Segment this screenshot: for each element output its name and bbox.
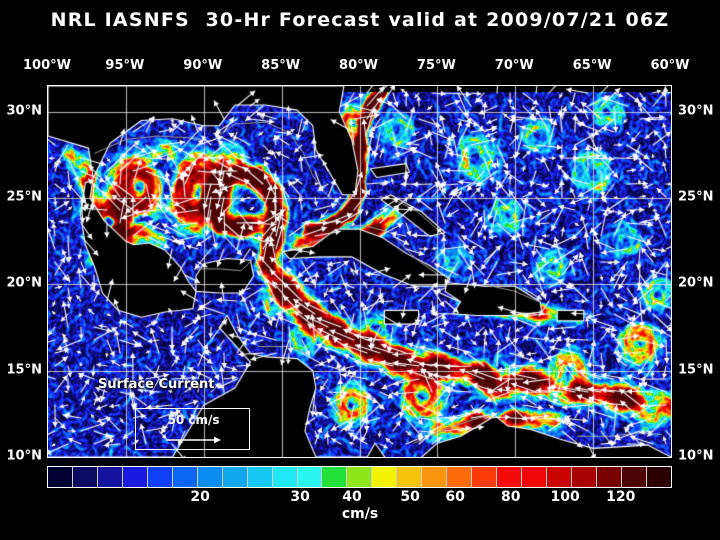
lat-tick-label: 10°N: [6, 448, 42, 464]
lat-tick-label: 25°N: [6, 189, 42, 205]
vector-scale-label: 50 cm/s: [167, 413, 220, 427]
lon-tick-label: 90°W: [183, 58, 223, 73]
colorbar-swatch: [422, 467, 448, 487]
lat-tick-label: 30°N: [6, 103, 42, 119]
colorbar-tick-labels: 20 30 40 50 60 80 100 120: [47, 489, 672, 509]
colorbar-tick-label: 20: [190, 489, 210, 505]
current-speed-field: [48, 86, 671, 457]
longitude-axis: 100°W 95°W 90°W 85°W 80°W 75°W 70°W 65°W 60°W: [23, 58, 689, 78]
colorbar-swatch: [97, 467, 123, 487]
lon-tick-label: 70°W: [494, 58, 534, 73]
latitude-axis-left: 30°N 25°N 20°N 15°N 10°N: [0, 85, 46, 463]
lat-tick-label: 15°N: [6, 362, 42, 378]
colorbar-tick-label: 120: [606, 489, 636, 505]
colorbar-swatch: [522, 467, 548, 487]
colorbar-tick-label: 40: [342, 489, 362, 505]
colorbar-swatch: [147, 467, 173, 487]
colorbar-swatch: [547, 467, 573, 487]
lon-tick-label: 100°W: [23, 58, 71, 73]
lon-tick-label: 85°W: [261, 58, 301, 73]
lat-tick-label: 25°N: [678, 189, 714, 205]
lon-tick-label: 60°W: [650, 58, 690, 73]
vector-scale-key: 50 cm/s: [135, 408, 250, 450]
colorbar-swatch: [397, 467, 423, 487]
colorbar-swatch: [172, 467, 198, 487]
lon-tick-label: 80°W: [339, 58, 378, 73]
lat-tick-label: 20°N: [678, 275, 714, 291]
vector-scale-arrow-icon: [166, 436, 221, 444]
colorbar-swatch: [497, 467, 523, 487]
colorbar-swatch: [472, 467, 498, 487]
colorbar-swatch: [222, 467, 248, 487]
colorbar-tick-label: 60: [445, 489, 465, 505]
colorbar-units-label: cm/s: [341, 506, 379, 522]
colorbar-swatch: [572, 467, 597, 487]
lat-tick-label: 30°N: [678, 103, 714, 119]
lon-tick-label: 75°W: [416, 58, 456, 73]
colorbar-swatch: [646, 467, 671, 487]
colorbar-swatch: [621, 467, 647, 487]
colorbar-tick-label: 80: [501, 489, 521, 505]
colorbar-swatch: [247, 467, 273, 487]
colorbar-swatch: [447, 467, 473, 487]
colorbar-tick-label: 50: [400, 489, 420, 505]
colorbar-swatch: [322, 467, 348, 487]
colorbar-swatch: [297, 467, 323, 487]
figure-title: NRL IASNFS 30-Hr Forecast valid at 2009/…: [50, 9, 670, 31]
colorbar-swatch: [596, 467, 622, 487]
colorbar-swatch: [197, 467, 223, 487]
colorbar-swatch: [272, 467, 298, 487]
surface-current-label: Surface Current: [98, 377, 215, 392]
colorbar-swatch: [347, 467, 373, 487]
colorbar-swatch: [72, 467, 98, 487]
lat-tick-label: 10°N: [678, 448, 714, 464]
lon-tick-label: 95°W: [105, 58, 145, 73]
speed-colorbar: [47, 466, 672, 488]
latitude-axis-right: 30°N 25°N 20°N 15°N 10°N: [674, 85, 720, 463]
colorbar-swatch: [372, 467, 398, 487]
colorbar-tick-label: 100: [550, 489, 580, 505]
lon-tick-label: 65°W: [572, 58, 612, 73]
colorbar-swatch: [48, 467, 73, 487]
colorbar-swatch: [122, 467, 148, 487]
lat-tick-label: 20°N: [6, 275, 42, 291]
lat-tick-label: 15°N: [678, 362, 714, 378]
map-plot-area: Surface Current 50 cm/s: [47, 85, 672, 458]
colorbar-tick-label: 30: [290, 489, 310, 505]
